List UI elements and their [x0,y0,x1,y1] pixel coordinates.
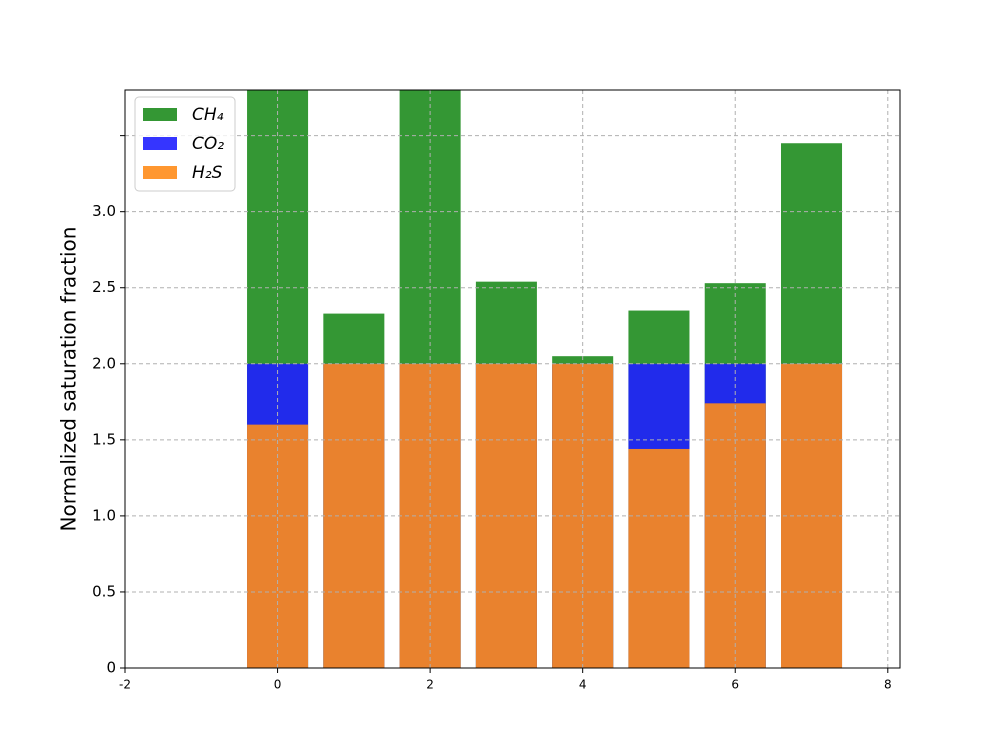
legend-label: CO₂ [192,134,224,154]
legend-swatch [143,166,177,179]
x-tick-label: 0 [274,678,282,692]
legend-label: H₂S [192,163,223,183]
legend-swatch [143,137,177,150]
legend-swatch [143,108,177,121]
axes-frame [124,89,901,669]
legend-label: CH₄ [192,105,224,125]
x-tick-label: -2 [119,678,131,692]
y-tick-label: 0 [106,659,116,677]
x-tick-label: 6 [731,678,739,692]
bar [628,448,690,668]
x-tick-label: 4 [579,678,587,692]
y-tick-label: 3.0 [92,202,116,220]
y-tick-label: 2.0 [92,354,116,372]
x-tick-label: 2 [426,678,434,692]
y-tick-label: 1.0 [92,506,116,524]
y-tick-label: 0.5 [92,582,116,600]
y-tick-label: 2.5 [92,278,116,296]
bar [323,363,385,668]
y-tick-label: 1.5 [92,430,116,448]
x-tick-label: 8 [884,678,892,692]
y-axis-label: Normalized saturation fraction [57,227,81,532]
